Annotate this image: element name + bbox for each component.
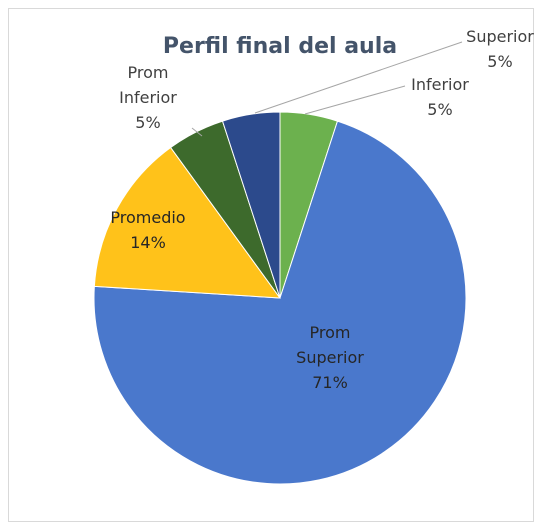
value-label: 5% bbox=[487, 52, 513, 71]
leader-line bbox=[304, 85, 406, 115]
category-label: Superior bbox=[466, 27, 534, 46]
data-label: Prom Superior 71% bbox=[285, 320, 375, 395]
value-label: 5% bbox=[135, 113, 161, 132]
leader-line bbox=[191, 127, 203, 137]
data-label: Inferior 5% bbox=[400, 72, 480, 122]
value-label: 71% bbox=[312, 373, 348, 392]
pie-slice bbox=[93, 120, 467, 485]
category-label: Prom Inferior bbox=[119, 63, 177, 107]
category-label: Prom Superior bbox=[296, 323, 364, 367]
chart-title: Perfil final del aula bbox=[163, 34, 397, 59]
pie-slice bbox=[93, 146, 282, 299]
leader-line bbox=[254, 41, 463, 114]
chart-border bbox=[8, 8, 534, 522]
pie-slice bbox=[221, 111, 281, 299]
category-label: Promedio bbox=[110, 208, 186, 227]
value-label: 14% bbox=[130, 233, 166, 252]
data-label: Promedio 14% bbox=[103, 205, 193, 255]
value-label: 5% bbox=[427, 100, 453, 119]
data-label: Superior 5% bbox=[465, 24, 535, 74]
category-label: Inferior bbox=[411, 75, 469, 94]
data-label: Prom Inferior 5% bbox=[113, 60, 183, 135]
